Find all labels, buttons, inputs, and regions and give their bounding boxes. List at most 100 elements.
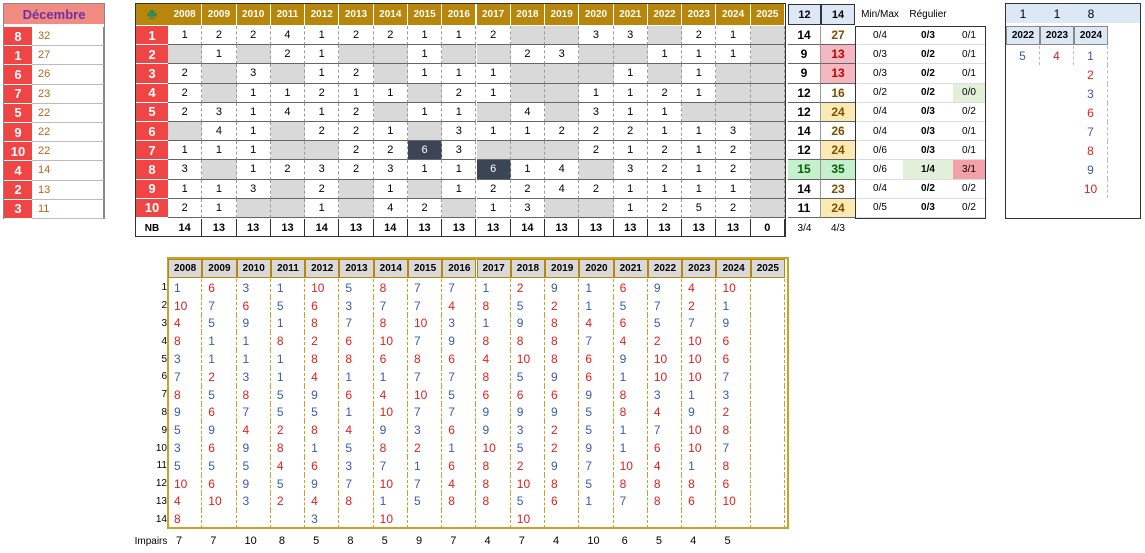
total-2: 16	[821, 84, 855, 103]
grid-cell: 1	[682, 64, 717, 84]
grid-cell: 1	[476, 83, 511, 103]
bottom-cell: 7	[442, 403, 477, 422]
grid-cell	[750, 83, 785, 103]
year-header: 2019	[545, 4, 580, 25]
nb-value: 13	[648, 219, 683, 237]
impairs-value: 6	[621, 535, 628, 547]
total-2: 27	[821, 26, 855, 46]
bottom-year: 2013	[339, 259, 374, 278]
last-ratio: 3/1	[953, 160, 985, 180]
grid-cell: 1	[339, 83, 374, 103]
bottom-cell: 2	[305, 332, 340, 351]
bottom-cell	[716, 510, 751, 529]
bottom-cell	[751, 368, 785, 386]
impairs-value: 5	[724, 535, 731, 547]
bottom-cell: 1	[716, 296, 751, 315]
bottom-cell	[408, 510, 443, 529]
bottom-cell: 9	[374, 421, 408, 440]
year-header: 2018	[510, 4, 546, 25]
grid-cell	[407, 122, 443, 142]
bottom-row-label: 7	[161, 389, 167, 401]
bottom-cell: 8	[374, 439, 408, 457]
bottom-cell: 10	[374, 403, 408, 422]
grid-cell: 4	[270, 26, 306, 46]
impairs-value: 8	[347, 535, 354, 547]
regular: 0/2	[903, 180, 953, 199]
bottom-cell: 8	[477, 296, 511, 315]
row-label: 9	[136, 179, 168, 199]
regular: 0/3	[903, 141, 953, 161]
grid-cell: 1	[236, 122, 271, 142]
month-title: Décembre	[4, 4, 104, 24]
grid-cell: 3	[716, 122, 751, 142]
bottom-cell: 6	[202, 474, 237, 493]
bottom-cell: 7	[408, 279, 443, 297]
grid-cell	[202, 160, 237, 180]
grid-cell: 3	[545, 45, 580, 65]
right-value: 10	[1074, 179, 1108, 198]
bottom-cell: 6	[545, 385, 580, 404]
grid-cell	[510, 141, 546, 161]
main-grid	[135, 3, 786, 237]
grid-cell: 2	[373, 26, 408, 46]
grid-cell	[168, 122, 203, 142]
bottom-year: 2016	[442, 259, 477, 278]
bottom-cell: 7	[374, 457, 408, 475]
bottom-cell: 2	[545, 439, 580, 457]
right-value: 2	[1074, 65, 1108, 84]
grid-cell	[236, 45, 271, 65]
grid-cell	[442, 198, 477, 218]
bottom-cell: 7	[408, 332, 443, 351]
min-max: 0/2	[857, 84, 903, 103]
grid-cell	[270, 122, 306, 142]
bottom-cell: 3	[648, 385, 683, 404]
nb-value: 13	[716, 219, 751, 237]
bottom-cell: 8	[477, 332, 511, 351]
grid-cell: 1	[510, 160, 546, 180]
impairs-value: 9	[415, 535, 423, 547]
total-1: 9	[788, 64, 821, 84]
bottom-cell: 10	[716, 279, 751, 297]
grid-cell: 2	[339, 26, 374, 46]
bottom-cell: 10	[682, 350, 717, 368]
nb-value: 13	[237, 219, 271, 237]
bottom-cell: 8	[477, 457, 511, 475]
bottom-cell: 8	[511, 332, 546, 351]
impairs-value: 10	[587, 535, 600, 547]
bottom-cell: 2	[511, 457, 546, 475]
grid-cell: 2	[579, 141, 614, 161]
right-header-fill	[1108, 4, 1140, 23]
bottom-cell: 1	[374, 492, 408, 511]
total-1: 14	[788, 26, 821, 46]
impairs-value: 7	[450, 535, 457, 547]
impairs-value: 5	[655, 535, 662, 547]
bottom-cell: 1	[682, 385, 717, 404]
total-2: 24	[821, 141, 855, 161]
grid-cell: 1	[613, 102, 648, 122]
bottom-cell: 4	[442, 296, 477, 315]
rank-count: 22	[32, 103, 104, 123]
bottom-cell: 3	[408, 421, 443, 440]
total-1: 9	[788, 45, 821, 65]
grid-cell: 2	[305, 122, 340, 142]
bottom-cell: 4	[237, 421, 271, 440]
bottom-cell: 1	[408, 457, 443, 475]
bottom-cell: 3	[168, 350, 203, 368]
grid-cell: 1	[442, 26, 477, 46]
grid-cell: 1	[682, 160, 717, 180]
bottom-cell: 10	[168, 474, 203, 493]
nb-value: 13	[442, 219, 477, 237]
bottom-row-label: 8	[161, 406, 167, 418]
bottom-cell: 5	[408, 492, 443, 511]
row-label: 6	[136, 122, 168, 142]
grid-cell	[510, 26, 546, 46]
grid-cell	[750, 45, 785, 65]
bottom-cell	[442, 510, 477, 529]
total-2: 24	[821, 198, 855, 218]
bottom-cell: 10	[511, 474, 546, 493]
bottom-cell: 4	[339, 421, 374, 440]
bottom-cell	[237, 510, 271, 529]
rank-count: 11	[32, 199, 104, 219]
last-ratio: 0/1	[953, 45, 985, 65]
bottom-year: 2015	[407, 259, 443, 278]
